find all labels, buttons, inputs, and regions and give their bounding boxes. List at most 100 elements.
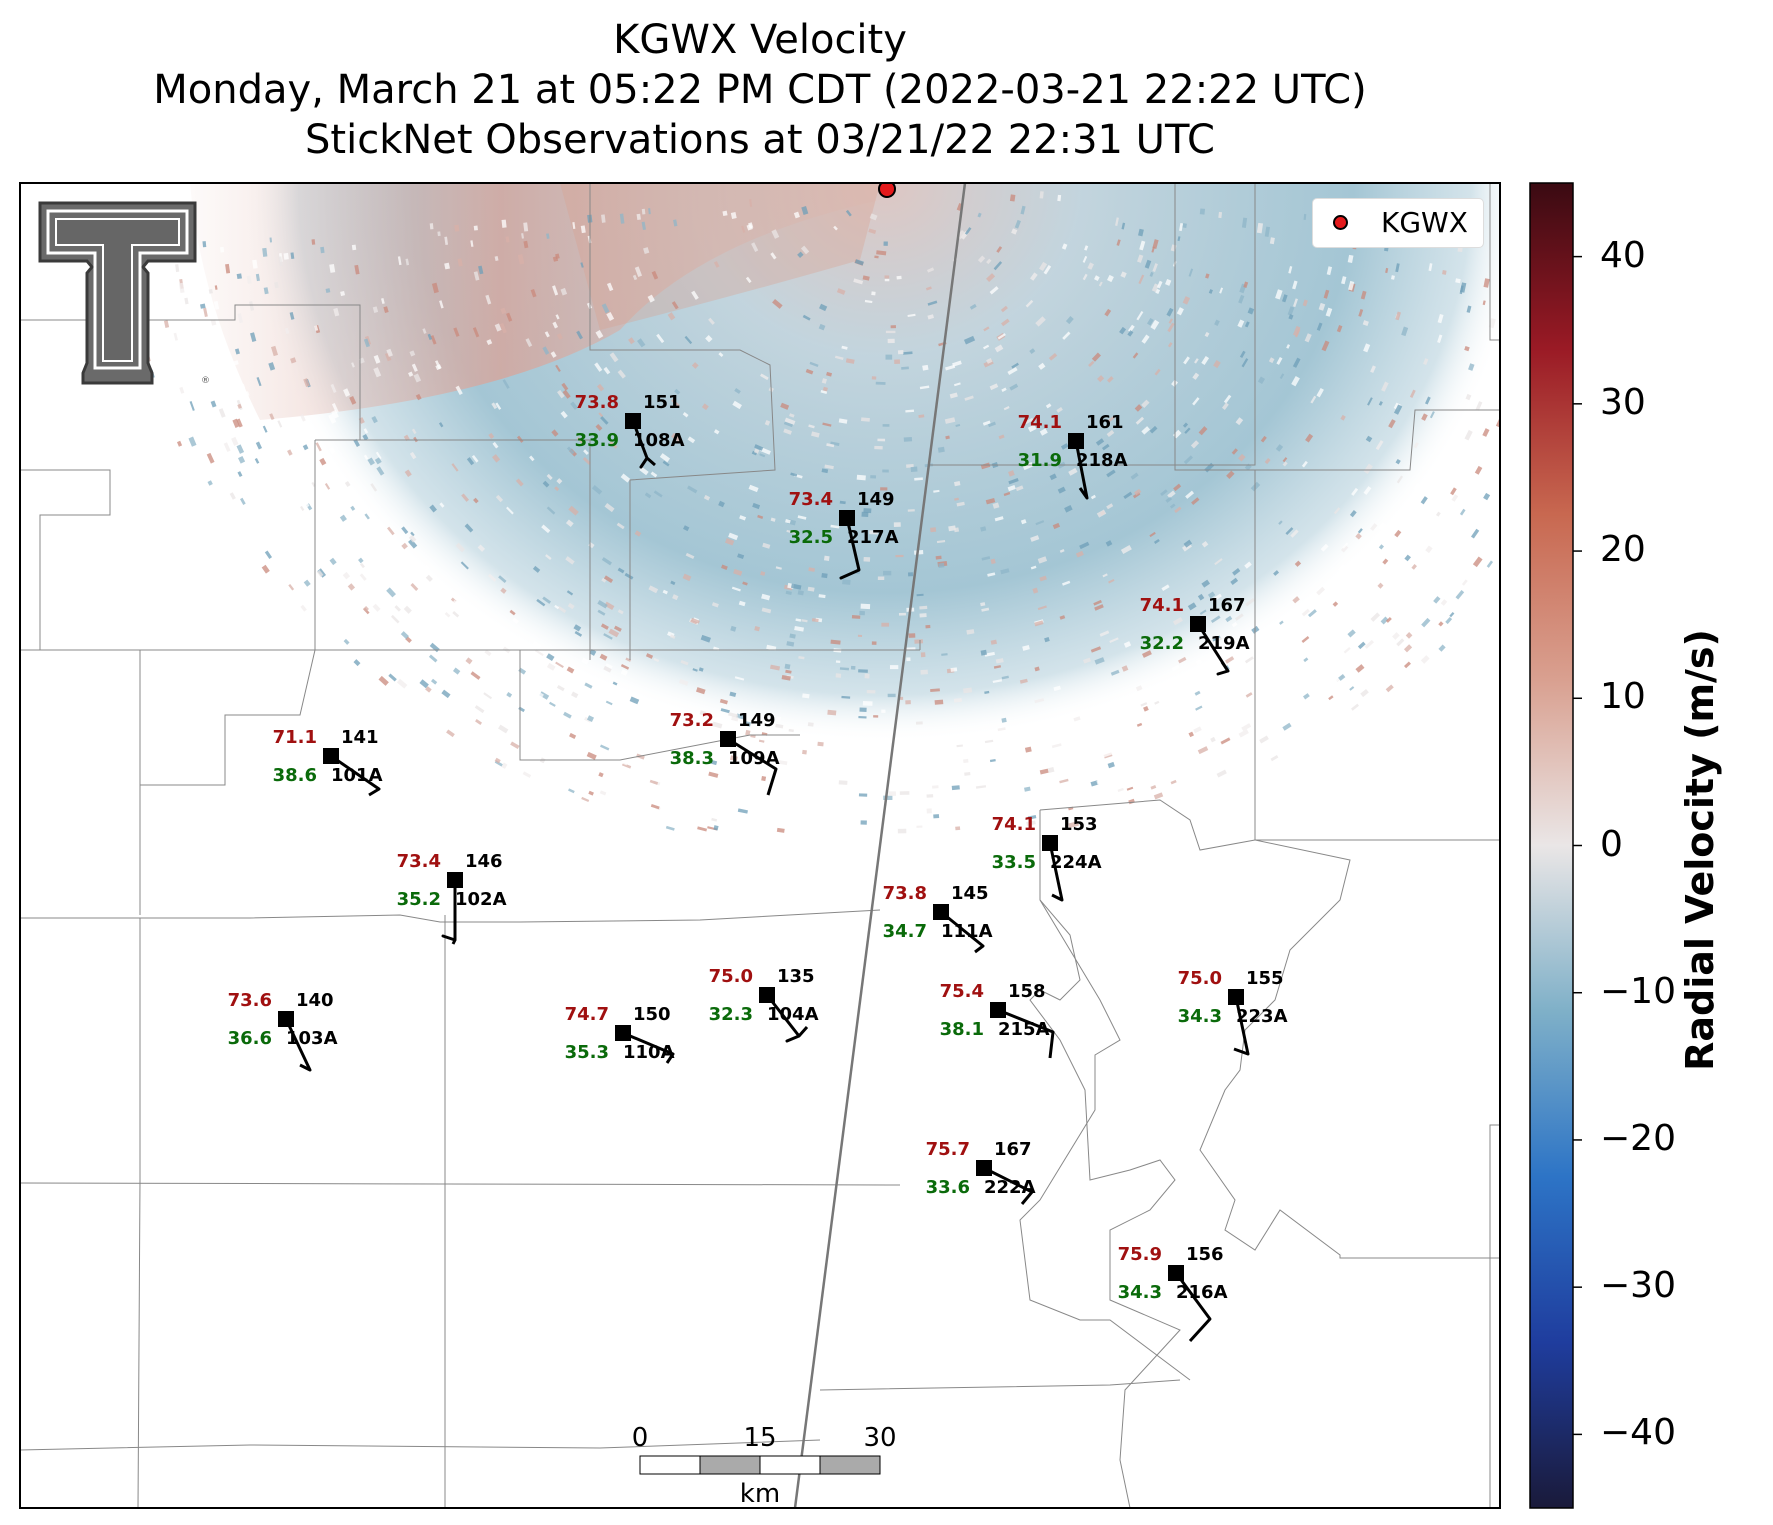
- colorbar: [1529, 182, 1574, 1509]
- scale-bar: 0 15 30 km: [632, 1423, 897, 1509]
- station-marker: [1068, 433, 1084, 449]
- station-dewpoint: 34.3: [1118, 1282, 1162, 1303]
- wind-barb: [284, 1018, 312, 1072]
- wind-barb: [1048, 842, 1064, 902]
- station-dewpoint: 33.9: [575, 430, 619, 451]
- map-frame: [19, 182, 1501, 1509]
- station-id: 109A: [728, 748, 780, 769]
- scale-label-15: 15: [743, 1423, 776, 1453]
- title-line-3: StickNet Observations at 03/21/22 22:31 …: [305, 117, 1215, 163]
- colorbar-ticks: [1573, 255, 1582, 1436]
- scale-unit: km: [740, 1479, 780, 1509]
- station-dewpoint: 38.1: [940, 1019, 984, 1040]
- station-id: 224A: [1050, 852, 1102, 873]
- station-marker: [278, 1011, 294, 1027]
- kgwx-radar-marker: [878, 183, 896, 198]
- wind-barb: [727, 737, 778, 796]
- wind-barb: [839, 517, 861, 580]
- station-temperature: 75.0: [1178, 968, 1222, 989]
- station-dewpoint: 35.3: [565, 1042, 609, 1063]
- station-219A: 74.1 167 32.2 219A: [1140, 595, 1250, 676]
- title-line-1: KGWX Velocity: [613, 17, 907, 63]
- station-temperature: 75.7: [926, 1139, 970, 1160]
- station-dewpoint: 36.6: [228, 1028, 272, 1049]
- station-value: 146: [465, 851, 503, 872]
- wind-barb: [1196, 623, 1230, 676]
- station-id: 223A: [1236, 1006, 1288, 1027]
- wind-barb: [622, 1031, 675, 1064]
- station-marker: [1168, 1265, 1184, 1281]
- station-temperature: 75.4: [940, 981, 984, 1002]
- station-value: 140: [296, 990, 334, 1011]
- station-marker: [1228, 989, 1244, 1005]
- station-id: 219A: [1198, 633, 1250, 654]
- station-215A: 75.4 158 38.1 215A: [940, 981, 1055, 1059]
- station-dewpoint: 32.2: [1140, 633, 1184, 654]
- station-value: 135: [777, 966, 815, 987]
- station-id: 110A: [623, 1042, 675, 1063]
- texas-tech-logo: ®: [38, 201, 210, 386]
- wind-barb: [330, 754, 381, 797]
- station-value: 167: [994, 1139, 1032, 1160]
- station-temperature: 71.1: [273, 727, 317, 748]
- station-dewpoint: 35.2: [397, 889, 441, 910]
- wind-barb: [940, 910, 985, 954]
- station-marker: [720, 731, 736, 747]
- station-marker: [933, 904, 949, 920]
- station-value: 149: [738, 710, 776, 731]
- station-110A: 74.7 150 35.3 110A: [565, 1004, 675, 1064]
- station-dewpoint: 38.6: [273, 765, 317, 786]
- station-dewpoint: 33.6: [926, 1177, 970, 1198]
- colorbar-tick-label: 40: [1600, 234, 1646, 276]
- station-dewpoint: 38.3: [670, 748, 714, 769]
- station-217A: 73.4 149 32.5 217A: [789, 489, 899, 580]
- station-102A: 73.4 146 35.2 102A: [397, 851, 507, 945]
- station-id: 222A: [984, 1177, 1036, 1198]
- station-dewpoint: 32.5: [789, 527, 833, 548]
- station-marker: [615, 1025, 631, 1041]
- station-216A: 75.9 156 34.3 216A: [1118, 1244, 1228, 1343]
- station-temperature: 73.6: [228, 990, 272, 1011]
- station-dewpoint: 34.7: [883, 921, 927, 942]
- station-id: 215A: [998, 1019, 1050, 1040]
- colorbar-tick-label: −10: [1600, 970, 1676, 1012]
- station-id: 103A: [286, 1028, 338, 1049]
- wind-barb: [997, 1008, 1055, 1059]
- station-id: 104A: [767, 1004, 819, 1025]
- station-id: 101A: [331, 765, 383, 786]
- station-218A: 74.1 161 31.9 218A: [1018, 412, 1128, 500]
- station-value: 156: [1186, 1244, 1224, 1265]
- highway-line: [793, 183, 967, 1508]
- wind-barb: [765, 994, 809, 1043]
- station-marker: [839, 510, 855, 526]
- station-value: 161: [1086, 412, 1124, 433]
- station-temperature: 74.1: [992, 814, 1036, 835]
- colorbar-tick-label: −40: [1600, 1412, 1676, 1454]
- station-temperature: 73.2: [670, 710, 714, 731]
- station-marker: [759, 987, 775, 1003]
- station-value: 145: [951, 883, 989, 904]
- station-id: 217A: [847, 527, 899, 548]
- wind-barb: [441, 880, 457, 945]
- colorbar-tick-label: 20: [1600, 529, 1646, 571]
- station-id: 108A: [633, 430, 685, 451]
- title-line-2: Monday, March 21 at 05:22 PM CDT (2022-0…: [153, 67, 1367, 113]
- station-value: 153: [1060, 814, 1098, 835]
- station-id: 102A: [455, 889, 507, 910]
- station-223A: 75.0 155 34.3 223A: [1178, 968, 1288, 1056]
- colorbar-tick-label: 30: [1600, 381, 1646, 423]
- station-id: 218A: [1076, 450, 1128, 471]
- map-area: 73.8 151 33.9 108A 74.1 161 31.9 218A 73.4 149 32.…: [20, 183, 1500, 1508]
- station-marker: [1190, 616, 1206, 632]
- station-marker: [976, 1160, 992, 1176]
- station-224A: 74.1 153 33.5 224A: [992, 814, 1102, 902]
- station-101A: 71.1 141 38.6 101A: [273, 727, 383, 797]
- station-id: 216A: [1176, 1282, 1228, 1303]
- wind-barb: [631, 420, 656, 469]
- station-temperature: 74.1: [1140, 595, 1184, 616]
- station-value: 141: [341, 727, 379, 748]
- scale-label-30: 30: [863, 1423, 896, 1453]
- colorbar-tick-label: −20: [1600, 1117, 1676, 1159]
- station-value: 151: [643, 392, 681, 413]
- station-value: 158: [1008, 981, 1046, 1002]
